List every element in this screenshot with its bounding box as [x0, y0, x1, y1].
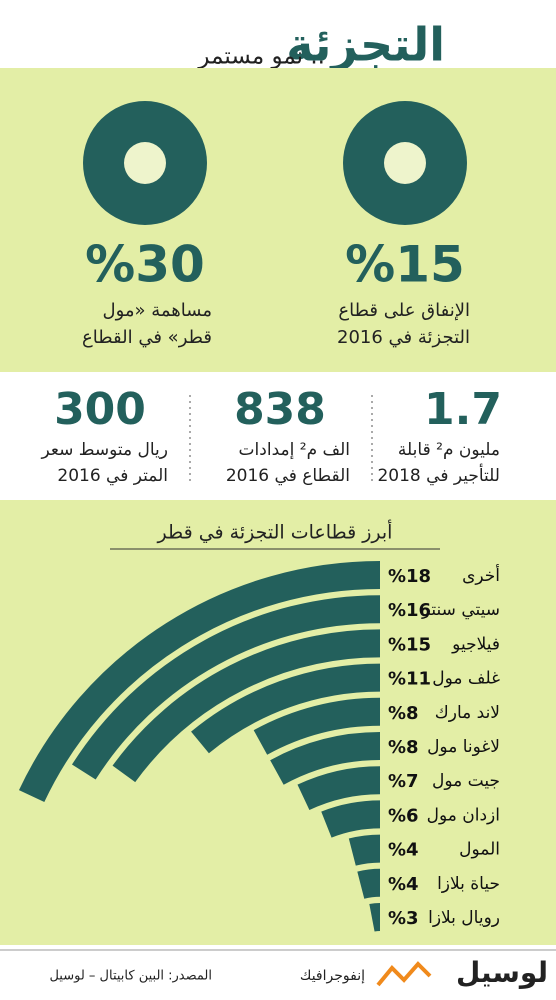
- category-label: سيتي سنتر: [421, 600, 500, 620]
- category-label: ازدان مول: [427, 805, 500, 825]
- arc-bar: [348, 834, 381, 866]
- arc-bar: [270, 732, 381, 785]
- value-label: %18: [388, 566, 431, 587]
- stat-value: 1.7: [424, 384, 502, 435]
- category-label: أخرى: [462, 564, 500, 586]
- kpi-panel: [0, 68, 556, 372]
- arc-bar: [112, 629, 381, 783]
- stat-label: القطاع في 2016: [226, 466, 350, 486]
- arc-bar: [297, 766, 381, 811]
- value-label: %3: [388, 908, 419, 929]
- kpi-label: التجزئة في 2016: [337, 327, 470, 348]
- category-label: المول: [459, 840, 500, 860]
- arc-bar: [18, 561, 381, 803]
- category-label: رويال بلازا: [428, 908, 500, 928]
- footer-section: إنفوجرافيك: [300, 968, 365, 984]
- arc-bar: [321, 800, 381, 838]
- stat-value: 838: [234, 384, 326, 435]
- category-label: فيلاجيو: [451, 634, 500, 654]
- value-label: %4: [388, 874, 419, 895]
- value-label: %16: [388, 600, 431, 621]
- kpi-label: مساهمة «مول: [103, 300, 213, 321]
- value-label: %15: [388, 634, 431, 655]
- kpi-label: قطر» في القطاع: [82, 327, 212, 348]
- category-label: لاغونا مول: [427, 737, 500, 757]
- chart-title: أبرز قطاعات التجزئة في قطر: [157, 520, 393, 544]
- value-label: %11: [388, 669, 431, 690]
- stat-label: ريال متوسط سعر: [40, 440, 168, 460]
- donut-hole: [124, 142, 166, 184]
- stat-label: للتأجير في 2018: [377, 463, 500, 486]
- category-label: جيت مول: [432, 771, 500, 791]
- value-label: %6: [388, 805, 419, 826]
- arc-bar: [369, 903, 381, 932]
- value-label: %4: [388, 840, 419, 861]
- kpi-value: %30: [85, 236, 205, 294]
- page-subtitle: .. نمو مستمر: [197, 44, 325, 70]
- arc-bar: [71, 595, 381, 780]
- kpi-label: الإنفاق على قطاع: [338, 300, 470, 321]
- value-label: %8: [388, 737, 419, 758]
- category-label: لاند مارك: [435, 703, 500, 723]
- donut-hole: [384, 142, 426, 184]
- category-label: غلف مول: [432, 669, 500, 689]
- footer-brand: لوسيل: [456, 956, 548, 989]
- logo-mark: [376, 961, 432, 987]
- footer-source: المصدر: البين كابيتال – لوسيل: [49, 969, 212, 984]
- category-label: حياة بلازا: [437, 874, 500, 894]
- value-label: %7: [388, 771, 419, 792]
- stat-label: المتر في 2016: [57, 466, 168, 486]
- stat-value: 300: [54, 384, 146, 435]
- arc-bar: [191, 663, 381, 754]
- value-label: %8: [388, 703, 419, 724]
- kpi-value: %15: [345, 236, 465, 294]
- arc-bar: [357, 868, 381, 899]
- arc-bar: [253, 697, 381, 755]
- stat-label: مليون م² قابلة: [398, 440, 500, 460]
- page-title: التجزئة: [286, 18, 445, 72]
- stat-label: الف م² إمدادات: [239, 440, 350, 460]
